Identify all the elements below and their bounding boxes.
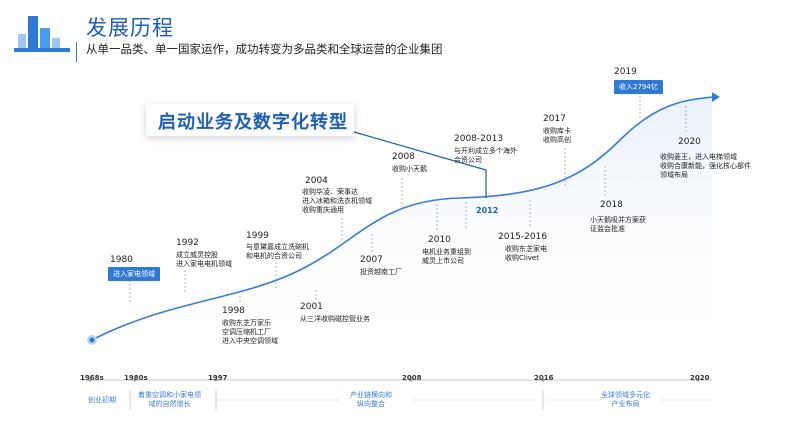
company-logo xyxy=(14,16,70,52)
milestone-desc: 收购库卡 收购高创 xyxy=(543,127,571,144)
milestone-desc: 收购华凌、荣事达 进入冰箱和洗衣机领域 收购重庆通用 xyxy=(302,188,372,214)
milestone-year: 1992 xyxy=(176,238,199,248)
timeline-stage: 全球领域多元化 产业布局 xyxy=(601,391,650,408)
milestone-desc: 投资越南工厂 xyxy=(360,268,402,276)
milestone-desc: 收购东芝家电 收购Clivet xyxy=(505,245,547,262)
page-title: 发展历程 xyxy=(86,16,174,40)
timeline-year: 2020 xyxy=(690,374,710,382)
curve-line xyxy=(91,96,713,341)
milestone-desc: 与开利成立多个海外 合资公司 xyxy=(454,147,517,164)
milestone-desc: 成立威灵控股 进入家电电机领域 xyxy=(176,251,232,268)
milestone-year: 2010 xyxy=(428,235,451,245)
timeline-stage: 着重空调和小家电领 域的自然增长 xyxy=(138,391,201,408)
milestone-year: 2001 xyxy=(300,302,323,312)
milestone-year: 2017 xyxy=(543,114,566,124)
page-subtitle: 从单一品类、单一国家运作，成功转变为多品类和全球运营的企业集团 xyxy=(86,42,443,56)
milestone-year: 2015-2016 xyxy=(498,232,548,242)
milestone-year: 1980 xyxy=(110,255,133,265)
timeline-year: 2016 xyxy=(534,374,554,382)
milestone-year: 2019 xyxy=(614,67,637,77)
milestone-badge: 收入2794亿 xyxy=(614,80,663,94)
milestone-year: 2008 xyxy=(392,152,415,162)
timeline-year: 1997 xyxy=(208,374,228,382)
milestone-year: 2020 xyxy=(678,137,701,147)
transformation-banner-text: 启动业务及数字化转型 xyxy=(158,112,348,133)
milestone-year: 2012 xyxy=(476,206,499,215)
milestone-year: 1999 xyxy=(246,231,269,241)
timeline-year: 1968s xyxy=(80,374,104,382)
timeline-year: 1980s xyxy=(124,374,148,382)
milestone-desc: 小天鹅吸并方案获 证监会批准 xyxy=(590,216,646,233)
milestone-desc: 从三洋收购磁控管业务 xyxy=(300,315,370,323)
milestone-desc: 收购东芝万家乐 空调压缩机工厂 进入中央空调领域 xyxy=(222,319,278,345)
milestone-desc: 收购小天鹅 xyxy=(392,165,427,173)
transformation-banner xyxy=(146,104,354,136)
milestone-badge: 进入家电领域 xyxy=(108,267,160,281)
milestone-year: 2008-2013 xyxy=(454,134,504,144)
timeline-stage: 创业初期 xyxy=(88,396,116,404)
timeline-stage: 产业链横向和 纵向整合 xyxy=(350,391,392,408)
milestone-desc: 与意黛嘉成立洗碗机 和电机的合资公司 xyxy=(246,243,309,260)
milestone-year: 1998 xyxy=(222,306,245,316)
timeline-year: 2008 xyxy=(402,374,422,382)
title-divider xyxy=(76,42,77,62)
milestone-year: 2018 xyxy=(600,200,623,210)
milestone-desc: 电机业务重组到 威灵上市公司 xyxy=(422,248,471,265)
curve-arrow-icon xyxy=(712,92,720,102)
curve-area xyxy=(92,97,712,360)
milestone-year: 2004 xyxy=(305,176,328,186)
milestone-year: 2007 xyxy=(360,255,383,265)
milestone-desc: 收购菱王，进入电梯领域 收购合康新能，强化核心部件 领域布局 xyxy=(660,153,751,179)
